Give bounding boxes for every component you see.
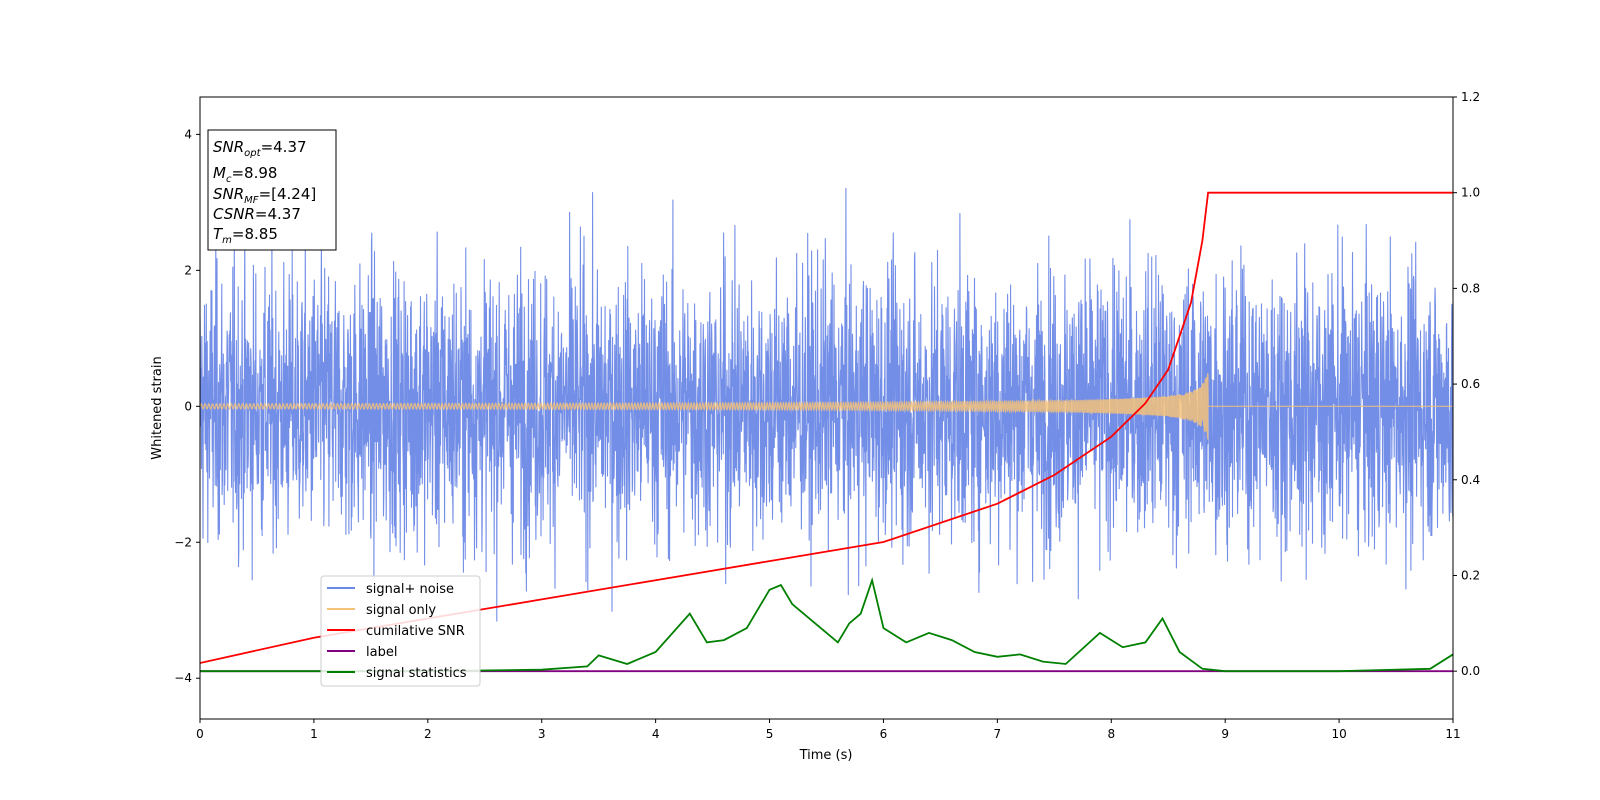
legend-label-signal-only: signal only: [366, 603, 436, 618]
x-tick-label: 8: [1107, 727, 1115, 741]
x-tick-label: 5: [766, 727, 774, 741]
y2-axis-ticks: 0.0 0.2 0.4 0.6 0.8 1.0 1.2: [1453, 90, 1480, 678]
annotation-tm: Tm=8.85: [213, 225, 278, 246]
annotation-snr-mf: SNRMF=[4.24]: [213, 185, 316, 206]
y2-tick-label: 1.2: [1461, 90, 1480, 104]
x-tick-label: 7: [994, 727, 1002, 741]
legend-label-cumulative-snr: cumilative SNR: [366, 624, 465, 639]
x-tick-label: 2: [424, 727, 432, 741]
x-tick-label: 10: [1331, 727, 1346, 741]
y2-tick-label: 0.2: [1461, 568, 1480, 582]
annotation-mc: Mc=8.98: [213, 164, 277, 185]
legend-label-label: label: [366, 645, 397, 660]
x-tick-label: 0: [196, 727, 204, 741]
y2-tick-label: 0.6: [1461, 377, 1480, 391]
annotation-csnr: CSNR=4.37: [213, 205, 301, 223]
annotation-snr-opt: SNRopt=4.37: [213, 138, 307, 159]
plot-frame: [199, 96, 1454, 720]
y2-tick-label: 1.0: [1461, 186, 1480, 200]
x-tick-label: 3: [538, 727, 546, 741]
x-axis-label: Time (s): [799, 748, 853, 763]
series-signal-only: [200, 373, 1453, 440]
y-axis-ticks: −4 −2 0 2 4: [174, 127, 200, 685]
legend-label-signal-noise: signal+ noise: [366, 582, 454, 597]
y2-tick-label: 0.4: [1461, 473, 1480, 487]
x-tick-label: 1: [310, 727, 318, 741]
y-tick-label: 0: [184, 399, 192, 413]
series-cumulative-snr: [200, 191, 1453, 664]
x-tick-label: 11: [1445, 727, 1460, 741]
y-tick-label: −2: [174, 535, 192, 549]
y-tick-label: 2: [184, 263, 192, 277]
x-tick-label: 6: [880, 727, 888, 741]
y2-tick-label: 0.8: [1461, 281, 1480, 295]
annotation-box: SNRopt=4.37 Mc=8.98 SNRMF=[4.24] CSNR=4.…: [207, 129, 337, 251]
y-tick-label: −4: [174, 671, 192, 685]
x-tick-label: 9: [1221, 727, 1229, 741]
x-axis-ticks: 0 1 2 3 4 5 6 7 8 9 10 11: [196, 719, 1461, 741]
x-tick-label: 4: [652, 727, 660, 741]
y-axis-label: Whitened strain: [150, 356, 165, 459]
legend-label-signal-statistics: signal statistics: [366, 666, 467, 681]
y-tick-label: 4: [184, 127, 192, 141]
legend: signal+ noise signal only cumilative SNR…: [320, 575, 481, 687]
y2-tick-label: 0.0: [1461, 664, 1480, 678]
series-signal-statistics: [200, 576, 1453, 673]
series-signal-noise: [200, 187, 1453, 622]
